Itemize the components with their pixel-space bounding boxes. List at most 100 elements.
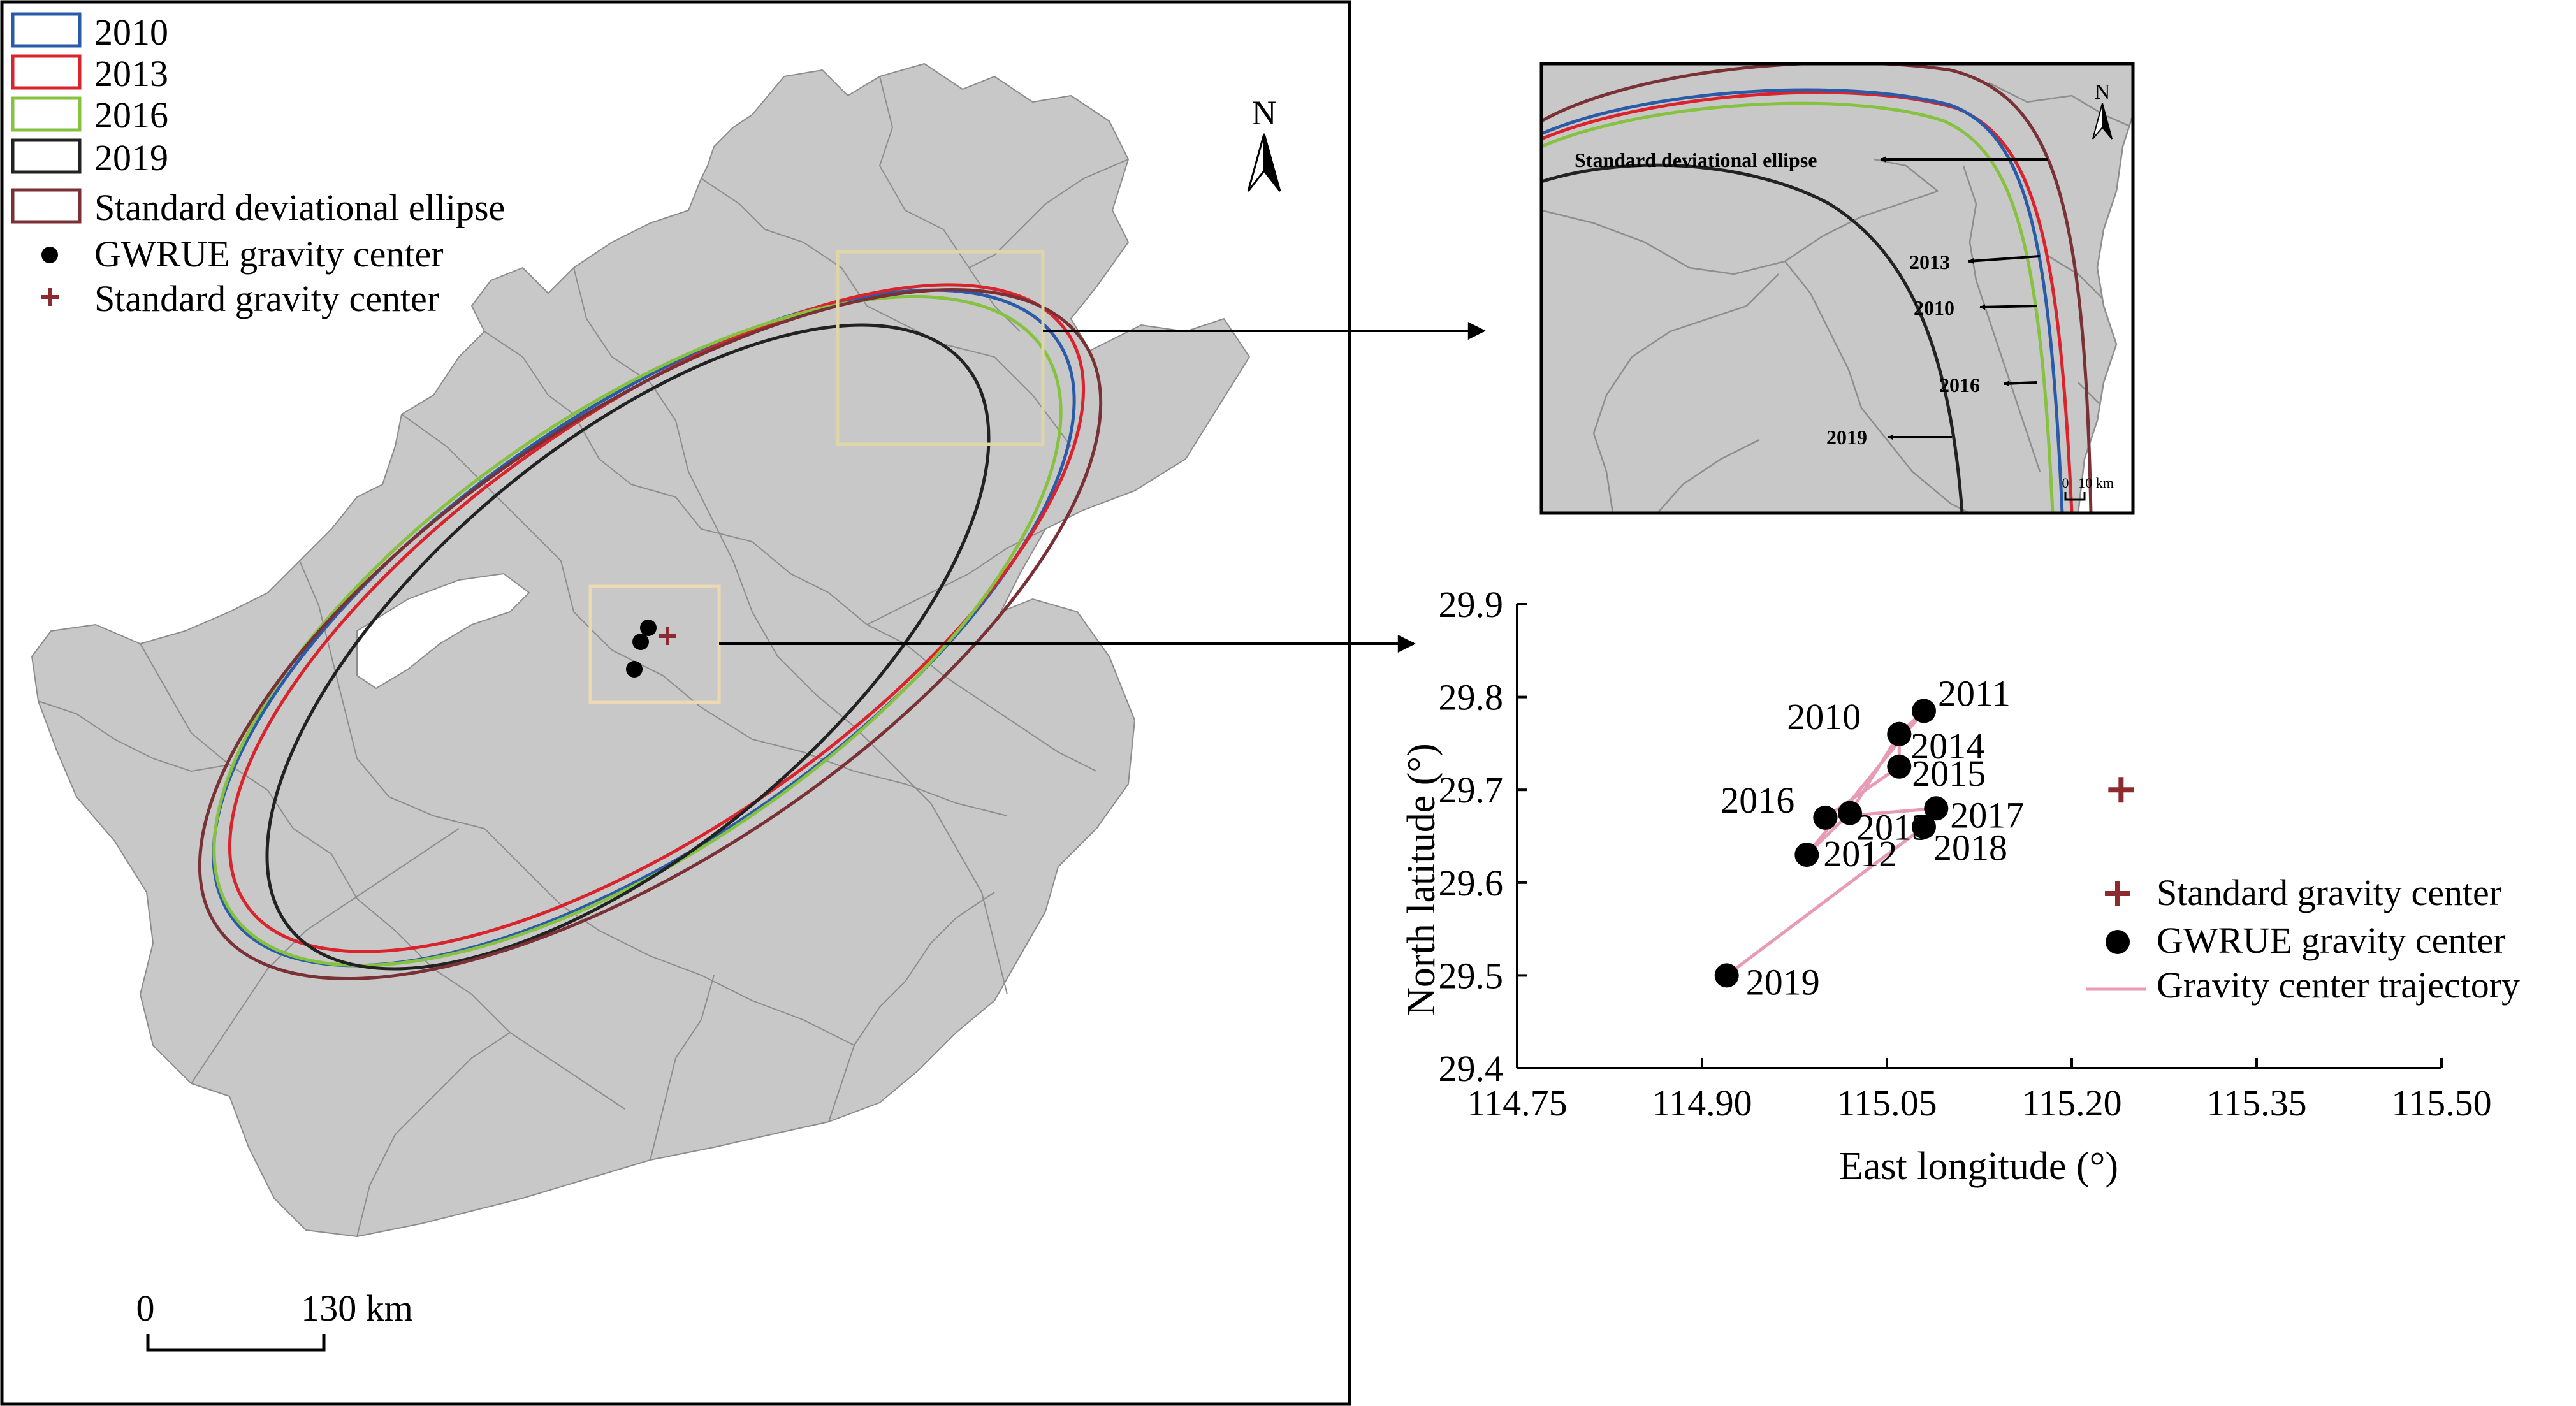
legend-standard-cross bbox=[2105, 881, 2130, 906]
region-boundary bbox=[356, 1032, 511, 1237]
y-tick-label: 29.4 bbox=[1439, 1048, 1504, 1089]
legend-gwrue-label: GWRUE gravity center bbox=[2157, 920, 2506, 961]
region-boundary bbox=[968, 159, 1129, 268]
legend-label-standard: Standard gravity center bbox=[94, 278, 439, 319]
inset-label-2016: 2016 bbox=[1939, 373, 1980, 396]
point-2018 bbox=[1912, 815, 1936, 839]
legend-swatch-2016 bbox=[11, 96, 82, 132]
scale-distance: 130 km bbox=[301, 1287, 413, 1329]
legend-gwrue-circle bbox=[2106, 930, 2130, 954]
connector-arrows bbox=[719, 322, 1486, 653]
y-axis-label: North latitude (°) bbox=[1400, 743, 1443, 1016]
inset-scale-zero: 0 bbox=[2062, 475, 2069, 491]
legend-label-2010: 2010 bbox=[94, 11, 168, 53]
ellipse-standard-deviational bbox=[198, 288, 1103, 980]
map-gravity-centers bbox=[626, 620, 676, 678]
inset-arc-sde bbox=[1541, 64, 2093, 513]
main-map-panel: 2010 2013 2016 2019 Standard deviational… bbox=[0, 0, 1351, 1406]
point-2014 bbox=[1887, 721, 1912, 746]
legend-label-2016: 2016 bbox=[94, 94, 168, 136]
zoom-box-upper bbox=[836, 250, 1045, 446]
inset-scale-distance: 10 km bbox=[2078, 475, 2114, 491]
region-boundary bbox=[299, 560, 855, 1046]
map-legend: 2010 2013 2016 2019 Standard deviational… bbox=[11, 11, 505, 319]
y-tick-label: 29.7 bbox=[1439, 769, 1504, 811]
legend-swatch-sde bbox=[11, 188, 82, 224]
legend-trajectory-label: Gravity center trajectory bbox=[2157, 964, 2520, 1006]
inset-label-2010: 2010 bbox=[1914, 296, 1954, 319]
point-label-2019: 2019 bbox=[1746, 961, 1820, 1003]
legend-swatch-2010 bbox=[11, 12, 82, 48]
inset-scale-bar: 0 10 km bbox=[2062, 475, 2114, 501]
inset-arc-2019 bbox=[1541, 163, 1964, 513]
legend-standard-marker bbox=[41, 288, 59, 306]
legend-label-gwrue: GWRUE gravity center bbox=[94, 233, 444, 275]
x-tick-label: 115.20 bbox=[2021, 1082, 2121, 1124]
region-boundary bbox=[484, 331, 753, 542]
legend-swatch-2013 bbox=[11, 54, 82, 90]
inset-label-2019: 2019 bbox=[1826, 426, 1867, 449]
point-2012 bbox=[1794, 843, 1819, 867]
y-tick-label: 29.5 bbox=[1439, 955, 1504, 996]
y-tick-label: 29.9 bbox=[1439, 584, 1504, 625]
point-2016 bbox=[1813, 805, 1838, 830]
scale-bar: 0 130 km bbox=[136, 1287, 413, 1352]
region-boundary bbox=[140, 643, 625, 1110]
scale-zero: 0 bbox=[136, 1287, 155, 1329]
north-label: N bbox=[1252, 94, 1277, 132]
x-tick-label: 115.50 bbox=[2391, 1082, 2491, 1124]
point-label-2014: 2014 bbox=[1910, 725, 1984, 767]
standard-center-marker bbox=[659, 627, 676, 645]
standard-center-point bbox=[2108, 777, 2134, 803]
lake bbox=[356, 572, 530, 690]
x-tick-label: 114.75 bbox=[1467, 1082, 1567, 1124]
north-arrow-icon-dark bbox=[1263, 133, 1281, 192]
region-boundary bbox=[828, 892, 995, 1122]
gwrue-center-dot bbox=[632, 634, 649, 650]
point-label-2015: 2015 bbox=[1912, 753, 1986, 794]
legend-gwrue-dot bbox=[41, 247, 58, 263]
x-tick-label: 115.05 bbox=[1837, 1082, 1937, 1124]
point-2017 bbox=[1924, 796, 1949, 821]
y-tick-label: 29.6 bbox=[1439, 862, 1504, 904]
point-label-2010: 2010 bbox=[1787, 696, 1861, 737]
region-boundary bbox=[878, 76, 1021, 332]
point-label-2018: 2018 bbox=[1933, 827, 2007, 868]
region-boundary bbox=[38, 700, 230, 772]
inset-boundaries bbox=[1541, 82, 2133, 513]
inset-frame bbox=[1539, 62, 2135, 515]
point-label-2011: 2011 bbox=[1938, 672, 2011, 714]
point-label-2012: 2012 bbox=[1823, 833, 1897, 874]
region-boundary bbox=[752, 541, 1097, 772]
point-2019 bbox=[1714, 963, 1739, 988]
legend-label-2013: 2013 bbox=[94, 53, 168, 94]
north-arrow: N bbox=[1247, 94, 1281, 192]
region-boundary bbox=[866, 528, 1046, 625]
region-boundary bbox=[191, 828, 460, 1084]
legend-swatch-2019 bbox=[11, 138, 82, 174]
ellipse-2010 bbox=[212, 288, 1076, 968]
inset-label-2013: 2013 bbox=[1909, 250, 1950, 273]
inset-sde-label: Standard deviational ellipse bbox=[1575, 149, 1817, 171]
y-tick-label: 29.8 bbox=[1439, 677, 1504, 718]
gwrue-center-dot bbox=[640, 620, 657, 636]
inset-map: Standard deviational ellipse 2013 2010 2… bbox=[1539, 62, 2135, 515]
inset-north-label: N bbox=[2095, 80, 2111, 104]
inset-arc-2016 bbox=[1541, 101, 2055, 513]
region-boundary bbox=[701, 178, 1072, 447]
region-boundary bbox=[401, 414, 1008, 816]
inset-arc-2010 bbox=[1541, 88, 2064, 513]
gwrue-center-dot bbox=[626, 661, 643, 678]
x-tick-label: 114.90 bbox=[1652, 1082, 1752, 1124]
chart-frame: 114.75 114.90 115.05 115.20 115.35 115.50 29.4… bbox=[1439, 584, 2492, 1124]
point-2015 bbox=[1887, 754, 1912, 779]
inset-north-arrow: N bbox=[2092, 80, 2113, 140]
x-axis-label: East longitude (°) bbox=[1839, 1145, 2118, 1188]
region-boundary bbox=[650, 975, 715, 1161]
legend-label-sde: Standard deviational ellipse bbox=[94, 187, 505, 228]
legend-label-2019: 2019 bbox=[94, 137, 168, 178]
inset-lake bbox=[2077, 114, 2133, 513]
point-2013 bbox=[1838, 801, 1862, 825]
